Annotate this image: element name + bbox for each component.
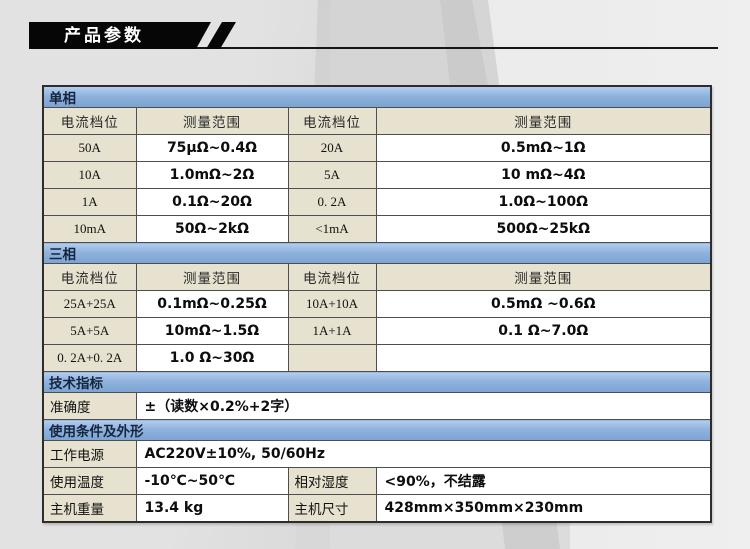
range-cell: 0.1 Ω~7.0Ω <box>375 317 712 345</box>
table-header-row: 电流档位 测量范围 电流档位 测量范围 <box>42 263 712 291</box>
range-cell: 1.0 Ω~30Ω <box>135 344 289 372</box>
table-row: 工作电源 AC220V±10%, 50/60Hz <box>42 440 712 468</box>
table-row: 主机重量 13.4 kg 主机尺寸 428mm×350mm×230mm <box>42 494 712 522</box>
section-bar-single-phase: 单相 <box>42 85 712 108</box>
table-row: 5A+5A 10mΩ~1.5Ω 1A+1A 0.1 Ω~7.0Ω <box>42 317 712 345</box>
current-cell: <1mA <box>287 215 377 243</box>
column-header-current: 电流档位 <box>287 263 377 291</box>
current-cell: 5A <box>287 161 377 189</box>
current-cell: 1A <box>42 188 137 216</box>
section-bar-three-phase: 三相 <box>42 242 712 264</box>
spec-table: 单相 电流档位 测量范围 电流档位 测量范围 50A 75μΩ~0.4Ω 20A… <box>42 85 712 523</box>
current-cell: 50A <box>42 134 137 162</box>
spec-label-humidity: 相对湿度 <box>287 467 377 495</box>
column-header-current: 电流档位 <box>42 263 137 291</box>
current-cell: 20A <box>287 134 377 162</box>
section-bar-conditions: 使用条件及外形 <box>42 419 712 441</box>
spec-label-temperature: 使用温度 <box>42 467 137 495</box>
range-cell: 10 mΩ~4Ω <box>375 161 712 189</box>
spec-value-humidity: <90%，不结露 <box>375 467 712 495</box>
table-row: 使用温度 -10℃~50℃ 相对湿度 <90%，不结露 <box>42 467 712 495</box>
current-cell: 0. 2A+0. 2A <box>42 344 137 372</box>
empty-cell <box>287 344 377 372</box>
range-cell: 0.5mΩ ~0.6Ω <box>375 290 712 318</box>
column-header-range: 测量范围 <box>135 107 289 135</box>
spec-label-dimensions: 主机尺寸 <box>287 494 377 522</box>
column-header-current: 电流档位 <box>287 107 377 135</box>
column-header-range: 测量范围 <box>375 107 712 135</box>
banner-underline <box>29 47 718 49</box>
table-header-row: 电流档位 测量范围 电流档位 测量范围 <box>42 107 712 135</box>
range-cell: 500Ω~25kΩ <box>375 215 712 243</box>
spec-label-accuracy: 准确度 <box>42 392 137 420</box>
current-cell: 25A+25A <box>42 290 137 318</box>
table-row: 准确度 ±（读数×0.2%+2字） <box>42 392 712 420</box>
column-header-current: 电流档位 <box>42 107 137 135</box>
spec-value-accuracy: ±（读数×0.2%+2字） <box>135 392 712 420</box>
current-cell: 0. 2A <box>287 188 377 216</box>
current-cell: 10A+10A <box>287 290 377 318</box>
spec-value-dimensions: 428mm×350mm×230mm <box>375 494 712 522</box>
section-bar-technical: 技术指标 <box>42 371 712 393</box>
range-cell: 50Ω~2kΩ <box>135 215 289 243</box>
table-row: 10mA 50Ω~2kΩ <1mA 500Ω~25kΩ <box>42 215 712 243</box>
table-row: 25A+25A 0.1mΩ~0.25Ω 10A+10A 0.5mΩ ~0.6Ω <box>42 290 712 318</box>
range-cell: 0.5mΩ~1Ω <box>375 134 712 162</box>
spec-value-weight: 13.4 kg <box>135 494 289 522</box>
current-cell: 10A <box>42 161 137 189</box>
spec-label-weight: 主机重量 <box>42 494 137 522</box>
table-row: 1A 0.1Ω~20Ω 0. 2A 1.0Ω~100Ω <box>42 188 712 216</box>
empty-cell <box>375 344 712 372</box>
column-header-range: 测量范围 <box>375 263 712 291</box>
range-cell: 0.1mΩ~0.25Ω <box>135 290 289 318</box>
current-cell: 10mA <box>42 215 137 243</box>
table-row: 10A 1.0mΩ~2Ω 5A 10 mΩ~4Ω <box>42 161 712 189</box>
spec-label-power: 工作电源 <box>42 440 137 468</box>
range-cell: 1.0mΩ~2Ω <box>135 161 289 189</box>
table-row: 50A 75μΩ~0.4Ω 20A 0.5mΩ~1Ω <box>42 134 712 162</box>
current-cell: 1A+1A <box>287 317 377 345</box>
spec-value-power: AC220V±10%, 50/60Hz <box>135 440 712 468</box>
spec-value-temperature: -10℃~50℃ <box>135 467 289 495</box>
range-cell: 1.0Ω~100Ω <box>375 188 712 216</box>
current-cell: 5A+5A <box>42 317 137 345</box>
range-cell: 75μΩ~0.4Ω <box>135 134 289 162</box>
page-title: 产品参数 <box>29 22 211 49</box>
range-cell: 10mΩ~1.5Ω <box>135 317 289 345</box>
range-cell: 0.1Ω~20Ω <box>135 188 289 216</box>
column-header-range: 测量范围 <box>135 263 289 291</box>
table-row: 0. 2A+0. 2A 1.0 Ω~30Ω <box>42 344 712 372</box>
